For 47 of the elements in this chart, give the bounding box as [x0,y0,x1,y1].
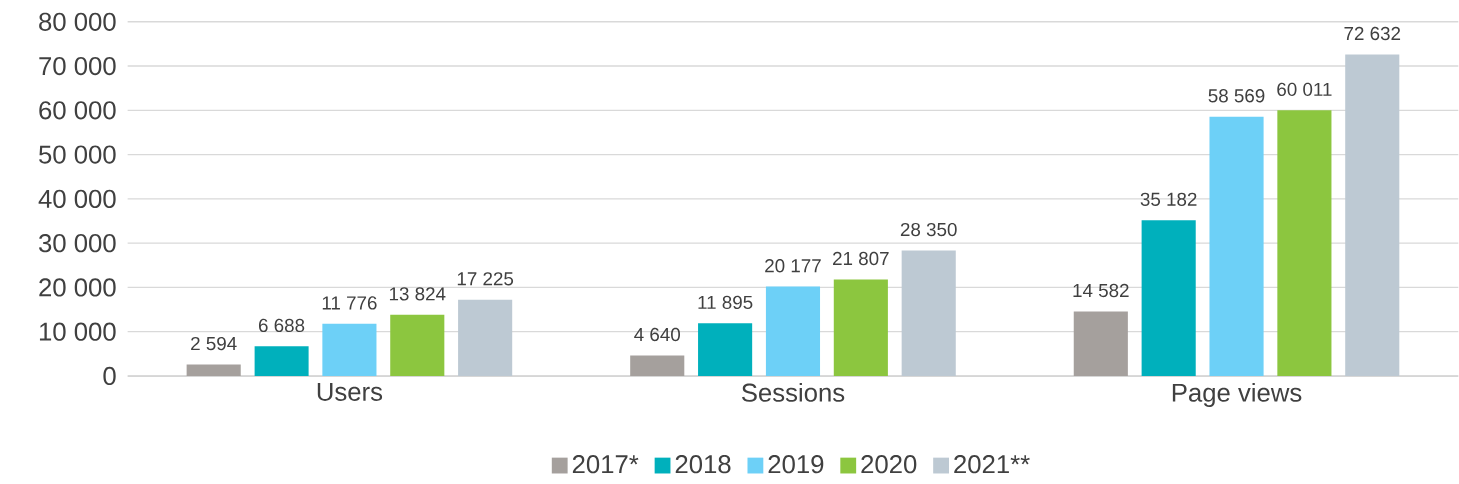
y-tick-label: 50 000 [39,145,116,164]
bar [186,364,241,376]
bar [833,279,888,376]
legend-label: 2020 [861,455,917,474]
bar [1277,110,1332,376]
data-label: 20 177 [765,259,821,273]
x-tick-label: Sessions [741,382,845,402]
y-tick-label: 10 000 [39,322,116,341]
bar [1209,116,1264,376]
bar [698,323,753,376]
x-tick-label: Page views [1172,382,1302,407]
y-tick-label: 30 000 [39,234,116,253]
data-label: 11 776 [322,296,377,310]
bar [1141,220,1196,376]
data-label: 28 350 [900,222,957,237]
x-tick-label: Users [317,382,383,401]
bar [630,355,685,376]
y-tick-label: 70 000 [39,56,116,76]
legend-label: 2019 [768,455,824,474]
y-tick-label: 80 000 [39,12,116,31]
legend-label: 2018 [675,455,731,474]
data-label: 72 632 [1344,26,1401,41]
y-tick-label: 60 000 [39,101,116,120]
bar [765,286,821,376]
bar [901,250,956,376]
data-label: 14 582 [1073,283,1129,298]
data-label: 11 895 [698,295,753,310]
bar [1073,311,1128,376]
y-tick-label: 0 [103,366,116,386]
bar [458,299,513,376]
y-tick-label: 40 000 [38,189,116,208]
data-label: 60 011 [1277,82,1332,97]
data-label: 13 824 [389,287,446,301]
bar [1345,54,1400,376]
data-label: 17 225 [457,272,514,286]
data-label: 35 182 [1140,192,1197,206]
legend-label: 2017* [572,455,639,474]
y-tick-label: 20 000 [39,278,116,297]
bar [390,314,445,376]
bar [322,323,377,376]
data-label: 21 807 [833,251,889,266]
data-label: 58 569 [1208,89,1265,103]
data-label: 2 594 [191,336,237,351]
legend-label: 2021** [954,455,1030,474]
data-label: 6 688 [258,318,305,333]
data-label: 4 640 [634,327,680,342]
bar [254,346,309,376]
